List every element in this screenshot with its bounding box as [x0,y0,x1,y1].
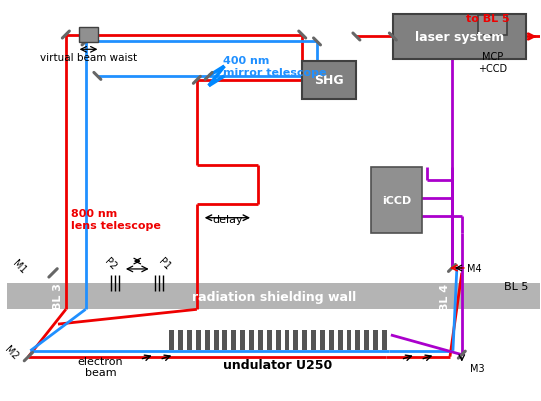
Bar [6,283,539,310]
Bar [214,330,219,350]
Bar [204,330,210,350]
Bar [373,330,378,350]
Bar [276,330,281,350]
Bar [329,330,334,350]
Bar [355,330,360,350]
Bar [364,330,369,350]
Bar [78,28,98,43]
Bar [320,330,325,350]
Text: radiation shielding wall: radiation shielding wall [192,290,356,303]
Text: SHG: SHG [314,74,344,87]
Bar [187,330,192,350]
Bar [222,330,227,350]
Bar [258,330,263,350]
Bar [293,330,298,350]
Text: electron
beam: electron beam [77,356,123,377]
Bar [285,330,289,350]
Bar [393,15,526,60]
Bar [178,330,183,350]
Bar [232,330,236,350]
Bar [267,330,272,350]
Text: P2: P2 [102,255,118,271]
Text: MCP
+CCD: MCP +CCD [478,52,507,74]
Text: P1: P1 [156,255,172,271]
Text: BL 4: BL 4 [440,283,450,310]
Text: iCCD: iCCD [382,196,411,206]
Text: 800 nm
lens telescope: 800 nm lens telescope [71,209,161,230]
Bar [169,330,174,350]
Text: virtual beam waist: virtual beam waist [40,53,137,63]
Text: BL 3: BL 3 [53,283,63,310]
Text: BL 5: BL 5 [504,282,529,292]
Text: M1: M1 [11,257,29,275]
Bar [302,330,307,350]
Bar [240,330,245,350]
Text: to BL 5: to BL 5 [466,14,509,24]
Text: 400 nm
mirror telescope: 400 nm mirror telescope [223,56,327,78]
Bar [371,168,423,234]
Text: M2: M2 [3,343,21,360]
Bar [249,330,254,350]
Text: laser system: laser system [415,31,504,44]
Text: M3: M3 [470,363,484,373]
Bar [382,330,387,350]
Bar [196,330,201,350]
Bar [478,16,507,35]
Bar [338,330,342,350]
Bar [302,62,357,99]
Text: M4: M4 [467,263,481,273]
Bar [347,330,352,350]
Text: delay: delay [212,214,243,224]
Text: undulator U250: undulator U250 [223,358,332,371]
Bar [311,330,316,350]
